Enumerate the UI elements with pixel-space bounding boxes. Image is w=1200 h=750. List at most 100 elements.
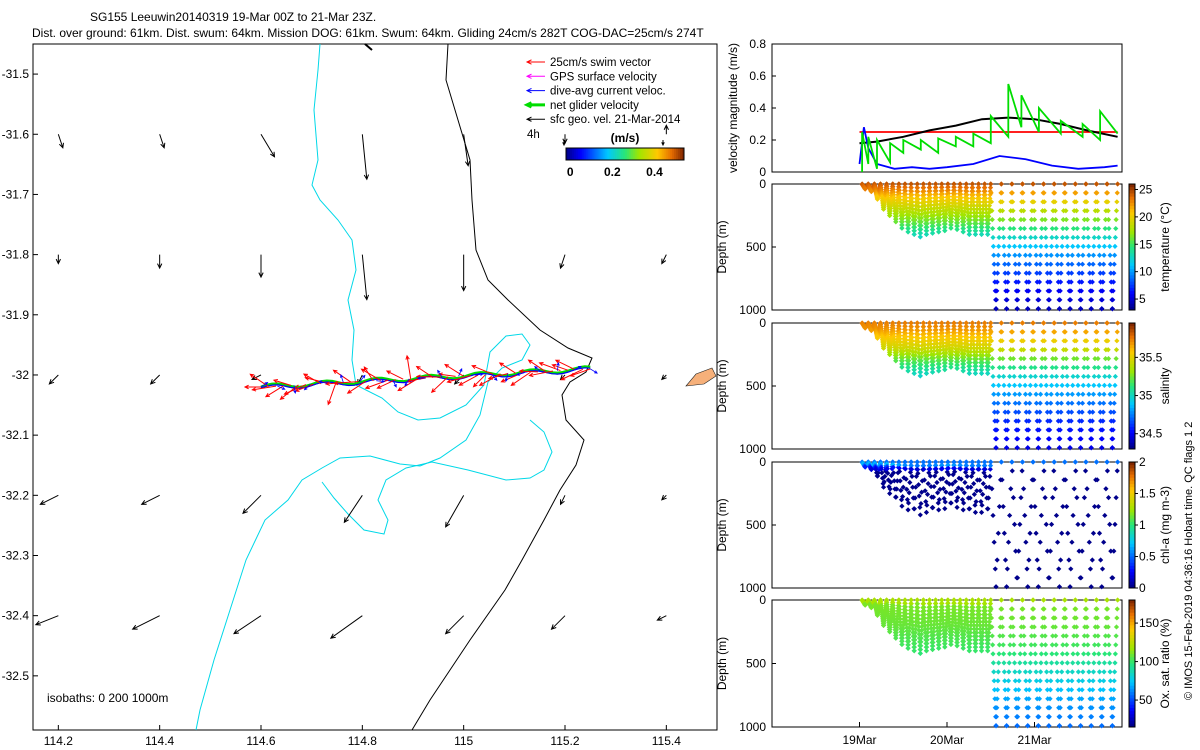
data-point <box>941 224 948 230</box>
data-point <box>944 337 950 343</box>
data-point <box>916 211 922 217</box>
colorbar-swatch <box>1129 666 1135 671</box>
data-point <box>953 352 959 358</box>
data-point <box>964 331 970 337</box>
data-point <box>902 327 909 333</box>
data-point <box>923 360 929 366</box>
data-point <box>1099 566 1106 572</box>
data-point <box>972 221 978 227</box>
colorbar-swatch <box>619 148 622 160</box>
data-point <box>1021 208 1027 214</box>
data-point <box>1086 400 1092 406</box>
data-point <box>922 203 928 209</box>
data-point <box>1054 660 1060 666</box>
colorbar-swatch <box>599 148 602 160</box>
data-point <box>965 349 971 355</box>
data-point <box>958 201 965 208</box>
data-point <box>1102 356 1109 362</box>
geo-velocity-arrow <box>260 134 276 158</box>
colorbar-tick-label: 35.5 <box>1139 350 1163 364</box>
data-point <box>1051 597 1057 603</box>
data-point <box>1106 373 1112 380</box>
data-point <box>1010 208 1016 214</box>
map-ytick-label: -31.9 <box>2 308 30 322</box>
colorbar-swatch <box>1129 615 1135 620</box>
data-point <box>917 226 923 232</box>
data-point <box>1024 696 1030 702</box>
data-point <box>1048 521 1055 527</box>
data-point <box>1102 651 1108 657</box>
data-point <box>922 210 928 216</box>
data-point <box>1058 557 1064 563</box>
data-point <box>946 610 952 616</box>
data-point <box>902 188 909 194</box>
data-point <box>891 339 897 345</box>
data-point <box>922 356 929 362</box>
data-point <box>1098 297 1104 303</box>
data-point <box>1066 288 1072 294</box>
data-point <box>1081 495 1087 501</box>
data-point <box>1100 270 1106 276</box>
data-point <box>916 627 922 634</box>
data-point <box>945 326 951 332</box>
data-point <box>1000 651 1007 657</box>
data-point <box>921 615 928 621</box>
data-point <box>1058 687 1064 693</box>
data-point <box>914 601 921 607</box>
data-point <box>977 213 984 219</box>
colorbar-frame <box>1128 599 1136 728</box>
data-point <box>1108 705 1115 711</box>
data-point <box>941 363 948 369</box>
data-point <box>966 360 972 366</box>
swim-vector-arrow <box>243 384 261 390</box>
colorbar-swatch <box>1129 332 1135 337</box>
data-point <box>891 611 897 617</box>
data-point <box>935 361 941 367</box>
data-point <box>953 488 959 494</box>
isobath-label: isobaths: 0 200 1000m <box>47 691 168 705</box>
data-point <box>903 205 910 211</box>
data-point <box>952 191 958 197</box>
data-point <box>1022 382 1028 388</box>
data-point <box>1006 382 1012 388</box>
series-line <box>861 83 1119 172</box>
data-point <box>915 196 921 202</box>
colorbar-tick-label: 20 <box>1139 210 1153 224</box>
data-point <box>943 624 949 630</box>
data-point <box>896 190 903 197</box>
data-point <box>1087 696 1093 702</box>
data-point <box>951 465 958 472</box>
data-point <box>947 345 953 351</box>
data-point <box>1009 320 1015 326</box>
data-point <box>1070 234 1076 241</box>
data-point <box>905 361 911 367</box>
data-point <box>1039 225 1045 232</box>
data-point <box>910 349 916 355</box>
data-point <box>1013 409 1019 415</box>
data-point <box>897 478 903 484</box>
data-point <box>905 507 911 513</box>
colorbar-swatch <box>1129 714 1135 718</box>
data-point <box>1067 297 1073 303</box>
colorbar-swatch <box>1129 581 1135 586</box>
data-point <box>929 216 935 222</box>
data-point <box>952 616 958 623</box>
colorbar-swatch <box>1129 663 1135 668</box>
data-point <box>1056 288 1062 294</box>
data-point <box>976 188 982 194</box>
data-point <box>909 199 915 205</box>
data-point <box>987 463 994 469</box>
data-point <box>959 205 965 211</box>
data-point <box>1063 633 1069 639</box>
colorbar-swatch <box>617 148 620 160</box>
data-point <box>896 462 902 468</box>
data-point <box>886 484 892 490</box>
colorbar-swatch <box>1129 439 1135 444</box>
data-point <box>1035 723 1041 729</box>
data-point <box>1005 400 1012 406</box>
data-point <box>1008 486 1014 492</box>
data-point <box>1034 270 1040 276</box>
data-point <box>1064 373 1070 380</box>
data-point <box>983 338 989 344</box>
data-point <box>1108 687 1114 693</box>
